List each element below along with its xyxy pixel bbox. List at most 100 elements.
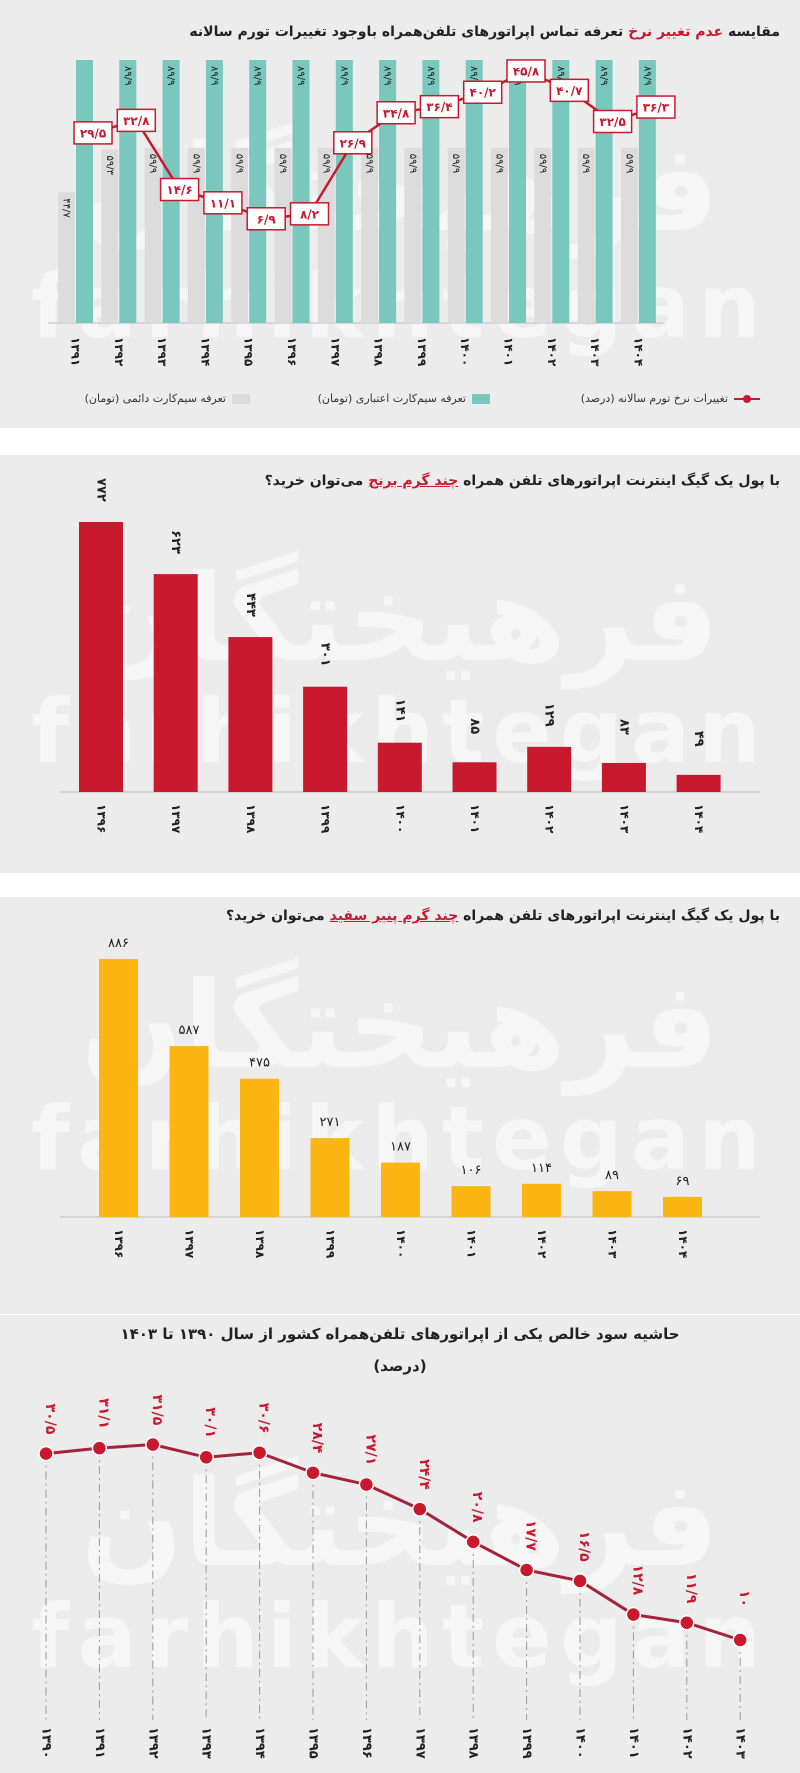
prepaid-bar-label: ۸۹/۹: [425, 66, 436, 85]
inflation-label-box: [376, 101, 416, 125]
profit-value-label: ۲۰/۸: [469, 1492, 485, 1523]
title-part: با پول یک گیگ اینترنت اپراتورهای تلفن هم…: [463, 473, 780, 489]
x-tick-label: ۱۴۰۱: [502, 337, 516, 366]
x-tick-label: ۱۳۹۶: [285, 337, 299, 366]
x-tick-label: ۱۳۹۵: [242, 337, 256, 366]
x-tick-label: ۱۴۰۱: [465, 1229, 479, 1258]
profit-point: [412, 1501, 428, 1517]
inflation-label-box: [73, 121, 113, 145]
x-tick-label: ۱۳۹۷: [328, 337, 342, 367]
prepaid-bar: [595, 60, 613, 323]
inflation-label: ۳۶/۳: [643, 101, 670, 115]
bar-value-label: ۴۹: [691, 731, 706, 747]
bar: [452, 762, 497, 792]
bar: [240, 1078, 279, 1217]
x-tick-label: ۱۴۰۰: [394, 1229, 408, 1258]
permanent-bar-label: ۵۹/۹: [580, 154, 591, 173]
legend-permanent: تعرفه سیم‌کارت دائمی (تومان): [85, 392, 250, 405]
profit-point: [198, 1449, 214, 1466]
cheese-chart: ۸۸۶ ۱۳۹۶ ۵۸۷ ۱۳۹۷ ۴۷۵ ۱۳۹۸ ۲۷۱ ۱۳۹۹ ۱۸۷ ۱۴۰۰ ۱۰۶ ۱۴…: [60, 936, 760, 1259]
permanent-bar-label: ۴۴/۷: [61, 198, 72, 218]
prepaid-bar: [292, 60, 310, 323]
title-part: با پول یک گیگ اینترنت اپراتورهای تلفن هم…: [463, 908, 780, 924]
inflation-label-box: [159, 177, 200, 202]
prepaid-bar-label: ۸۹/۹: [555, 66, 566, 85]
line-marker-icon: [734, 394, 760, 403]
permanent-bar: [317, 147, 335, 323]
permanent-bar-label: ۵۹/۹: [364, 154, 375, 173]
bar-value-label: ۵۸۷: [179, 1023, 200, 1038]
profit-point: [91, 1440, 108, 1456]
bar: [663, 1196, 702, 1217]
bar-value-label: ۸۳: [616, 719, 631, 735]
bar-value-label: ۷۷۲: [94, 478, 109, 502]
x-tick-label: ۱۴۰۲: [543, 804, 557, 834]
legend-prepaid: تعرفه سیم‌کارت اعتباری (تومان): [318, 392, 490, 405]
x-tick-label: ۱۴۰۲: [535, 1229, 549, 1259]
inflation-label-box: [592, 109, 633, 134]
profit-point: [732, 1632, 748, 1648]
profit-value-label: ۲۷/۱: [362, 1435, 378, 1466]
inflation-label: ۶/۹: [257, 212, 277, 226]
x-tick-label: ۱۳۹۸: [372, 337, 386, 367]
rice-chart: ۷۷۲ ۱۳۹۶ ۶۲۳ ۱۳۹۷ ۴۴۳ ۱۳۹۸ ۳۰۱ ۱۳۹۹ ۱۴۱ ۱۴۰۰ ۸۵ ۱۴۰…: [60, 478, 760, 834]
x-tick-label: ۱۳۹۸: [253, 1229, 267, 1259]
chart-title: با پول یک گیگ اینترنت اپراتورهای تلفن هم…: [226, 908, 780, 924]
prepaid-bar: [638, 60, 656, 323]
bar-value-label: ۲۷۱: [320, 1115, 341, 1130]
inflation-label: ۴۰/۲: [470, 86, 497, 100]
x-tick-label: ۱۳۹۴: [252, 1727, 267, 1759]
legend-label: تعرفه سیم‌کارت اعتباری (تومان): [317, 392, 466, 405]
x-tick-label: ۱۳۹۹: [415, 337, 429, 367]
profit-value-label: ۳۱/۱: [95, 1398, 111, 1429]
inflation-label-box: [506, 59, 546, 83]
chart-subtitle: (درصد): [373, 1357, 427, 1375]
bar-value-label: ۸۹: [605, 1168, 619, 1183]
x-tick-label: ۱۴۰۰: [458, 337, 472, 366]
inflation-label: ۲۶/۹: [340, 136, 367, 150]
chart-title: با پول یک گیگ اینترنت اپراتورهای تلفن هم…: [265, 473, 780, 489]
profit-line: [45, 1443, 741, 1642]
inflation-label: ۱۱/۱: [210, 196, 236, 210]
permanent-bar: [187, 147, 205, 323]
profit-value-label: ۳۰/۱: [202, 1407, 218, 1438]
bar: [592, 1191, 632, 1217]
permanent-bar-label: ۵۹/۹: [450, 154, 461, 173]
profit-value-label: ۱۱/۹: [683, 1573, 699, 1604]
x-tick-label: ۱۴۰۱: [626, 1727, 641, 1759]
x-tick-label: ۱۳۹۹: [324, 1229, 338, 1259]
x-tick-label: ۱۴۰۴: [692, 804, 706, 833]
inflation-label: ۳۶/۴: [426, 100, 452, 114]
legend: تغییرات نرخ تورم سالانه (درصد) تعرفه سیم…: [0, 392, 800, 412]
permanent-bar: [491, 147, 508, 323]
inflation-label-box: [246, 207, 286, 231]
bar-value-label: ۱۲۹: [542, 703, 557, 727]
profit-value-label: ۲۸/۴: [309, 1423, 325, 1454]
chart-title: حاشیه سود خالص یکی از اپراتورهای تلفن‌هم…: [120, 1325, 680, 1343]
bar-value-label: ۱۱۴: [531, 1161, 552, 1176]
x-tick-label: ۱۳۹۸: [466, 1727, 481, 1759]
prepaid-bar-label: ۸۹/۹: [382, 66, 393, 85]
x-tick-label: ۱۴۰۱: [468, 804, 482, 833]
gray-swatch: [232, 393, 250, 404]
bar: [310, 1138, 350, 1217]
profit-point: [572, 1573, 588, 1589]
inflation-label: ۴۰/۷: [556, 84, 583, 98]
prepaid-bar-label: ۸۹/۹: [252, 66, 263, 85]
x-tick-label: ۱۳۹۳: [199, 1727, 214, 1759]
x-tick-label: ۱۳۹۹: [319, 804, 333, 834]
permanent-bar-label: ۵۹/۹: [190, 154, 201, 173]
x-tick-label: ۱۴۰۰: [393, 804, 407, 833]
permanent-bar: [404, 147, 422, 323]
x-tick-label: ۱۴۰۴: [631, 337, 645, 366]
inflation-label-box: [289, 202, 330, 226]
bar: [99, 959, 138, 1217]
bar: [451, 1186, 491, 1217]
x-tick-label: ۱۴۰۳: [588, 337, 602, 367]
permanent-bar-label: ۵۹/۹: [320, 154, 331, 173]
permanent-bar-label: ۵۹/۹: [494, 154, 505, 173]
x-tick-label: ۱۴۰۳: [617, 804, 631, 834]
permanent-bar: [144, 147, 162, 323]
inflation-label-box: [419, 94, 460, 119]
bar: [377, 742, 422, 792]
